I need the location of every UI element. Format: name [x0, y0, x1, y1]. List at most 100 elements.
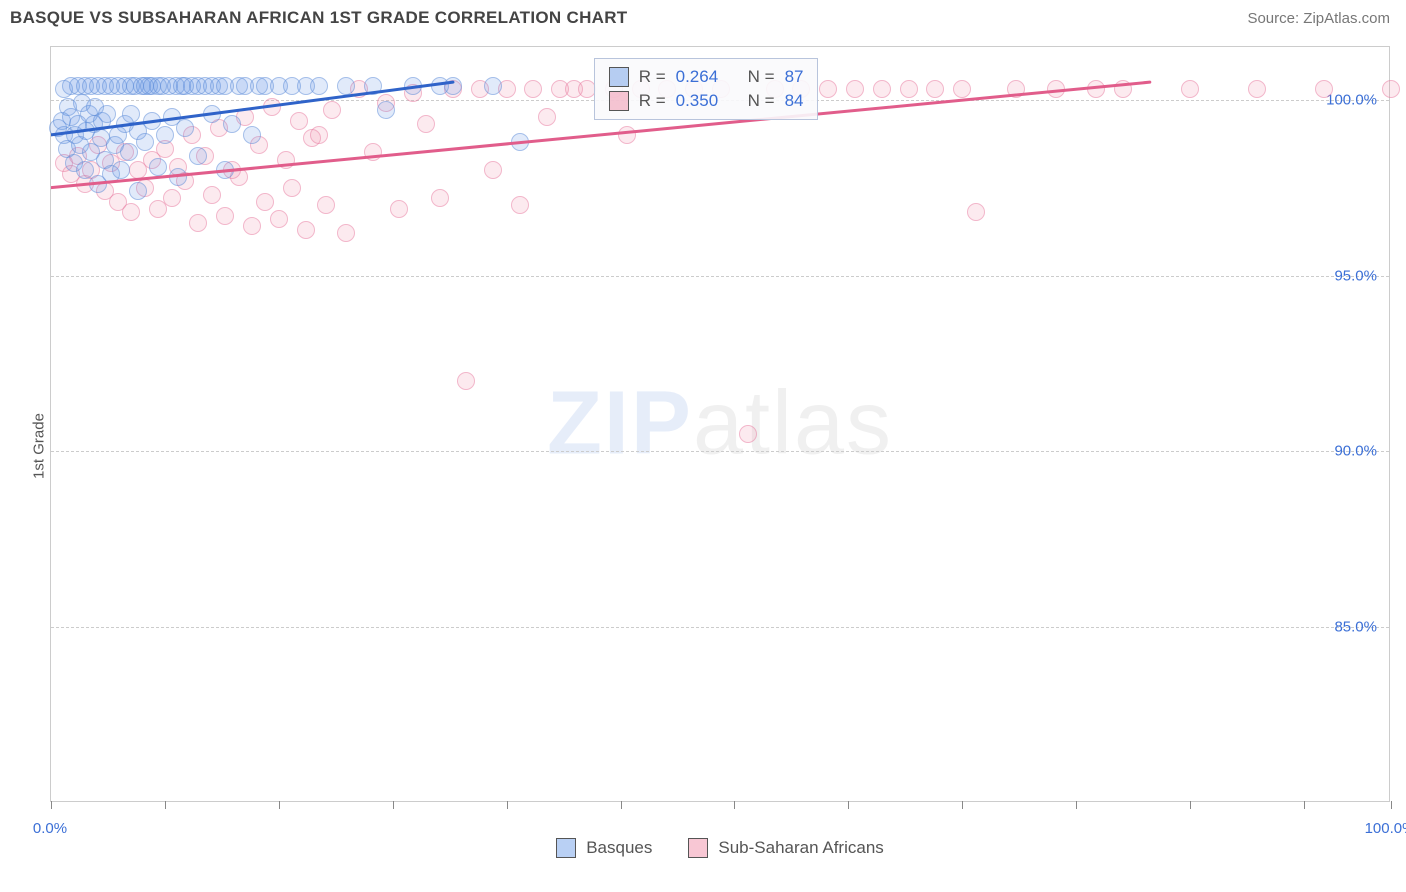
blue-swatch-icon	[609, 67, 629, 87]
scatter-point	[538, 108, 556, 126]
scatter-point	[444, 77, 462, 95]
scatter-point	[112, 161, 130, 179]
scatter-point	[163, 189, 181, 207]
legend-item: Sub-Saharan Africans	[688, 838, 883, 858]
x-tick	[507, 801, 508, 809]
scatter-point	[203, 186, 221, 204]
scatter-point	[364, 77, 382, 95]
scatter-point	[120, 143, 138, 161]
scatter-point	[216, 207, 234, 225]
chart-plot-area: ZIPatlas 100.0% 95.0% 90.0% 85.0% R = 0.264 N…	[50, 46, 1390, 802]
y-tick-label: 90.0%	[1334, 443, 1377, 460]
r-value: 0.350	[676, 91, 719, 111]
scatter-point	[76, 161, 94, 179]
source-label: Source: ZipAtlas.com	[1247, 10, 1390, 27]
scatter-point	[431, 189, 449, 207]
x-tick	[279, 801, 280, 809]
scatter-point	[98, 105, 116, 123]
x-tick-label: 100.0%	[1365, 820, 1406, 837]
y-tick-label: 95.0%	[1334, 267, 1377, 284]
scatter-point	[310, 126, 328, 144]
legend-label: Basques	[586, 838, 652, 858]
scatter-point	[176, 119, 194, 137]
n-label: N =	[748, 67, 775, 87]
scatter-point	[337, 77, 355, 95]
y-tick-label: 85.0%	[1334, 619, 1377, 636]
scatter-point	[953, 80, 971, 98]
gridline	[51, 627, 1389, 628]
legend: Basques Sub-Saharan Africans	[50, 838, 1390, 858]
scatter-point	[216, 161, 234, 179]
chart-title: BASQUE VS SUBSAHARAN AFRICAN 1ST GRADE C…	[10, 8, 628, 28]
x-tick	[734, 801, 735, 809]
scatter-point	[149, 158, 167, 176]
pink-swatch-icon	[609, 91, 629, 111]
scatter-point	[967, 203, 985, 221]
x-tick	[393, 801, 394, 809]
scatter-point	[511, 196, 529, 214]
scatter-point	[189, 147, 207, 165]
scatter-point	[290, 112, 308, 130]
scatter-point	[457, 372, 475, 390]
y-axis-label: 1st Grade	[30, 413, 47, 479]
scatter-point	[169, 168, 187, 186]
scatter-point	[819, 80, 837, 98]
scatter-point	[243, 217, 261, 235]
stats-box: R = 0.264 N = 87R = 0.350 N = 84	[594, 58, 819, 120]
y-tick-label: 100.0%	[1326, 91, 1377, 108]
scatter-point	[223, 115, 241, 133]
scatter-point	[1047, 80, 1065, 98]
scatter-point	[156, 126, 174, 144]
scatter-point	[283, 179, 301, 197]
scatter-point	[129, 182, 147, 200]
scatter-point	[739, 425, 757, 443]
scatter-point	[1382, 80, 1400, 98]
scatter-point	[243, 126, 261, 144]
scatter-point	[1248, 80, 1266, 98]
scatter-point	[364, 143, 382, 161]
scatter-point	[263, 98, 281, 116]
scatter-point	[390, 200, 408, 218]
scatter-point	[846, 80, 864, 98]
stats-row: R = 0.264 N = 87	[609, 65, 804, 89]
scatter-point	[377, 101, 395, 119]
header: BASQUE VS SUBSAHARAN AFRICAN 1ST GRADE C…	[0, 0, 1406, 36]
scatter-point	[417, 115, 435, 133]
x-tick	[621, 801, 622, 809]
x-tick	[165, 801, 166, 809]
r-value: 0.264	[676, 67, 719, 87]
scatter-point	[323, 101, 341, 119]
scatter-point	[277, 151, 295, 169]
n-value: 87	[785, 67, 804, 87]
scatter-point	[404, 77, 422, 95]
scatter-point	[297, 221, 315, 239]
x-tick	[1190, 801, 1191, 809]
scatter-point	[256, 193, 274, 211]
x-tick	[1076, 801, 1077, 809]
scatter-point	[1087, 80, 1105, 98]
scatter-point	[310, 77, 328, 95]
scatter-point	[511, 133, 529, 151]
blue-swatch-icon	[556, 838, 576, 858]
gridline	[51, 276, 1389, 277]
scatter-point	[900, 80, 918, 98]
r-label: R =	[639, 67, 666, 87]
scatter-point	[484, 77, 502, 95]
watermark: ZIPatlas	[547, 373, 893, 476]
pink-swatch-icon	[688, 838, 708, 858]
scatter-point	[1315, 80, 1333, 98]
trend-lines	[51, 47, 1389, 801]
scatter-point	[484, 161, 502, 179]
scatter-point	[270, 210, 288, 228]
scatter-point	[337, 224, 355, 242]
scatter-point	[203, 105, 221, 123]
scatter-point	[524, 80, 542, 98]
x-tick	[848, 801, 849, 809]
scatter-point	[317, 196, 335, 214]
scatter-point	[926, 80, 944, 98]
scatter-point	[873, 80, 891, 98]
n-value: 84	[785, 91, 804, 111]
gridline	[51, 451, 1389, 452]
legend-item: Basques	[556, 838, 652, 858]
r-label: R =	[639, 91, 666, 111]
